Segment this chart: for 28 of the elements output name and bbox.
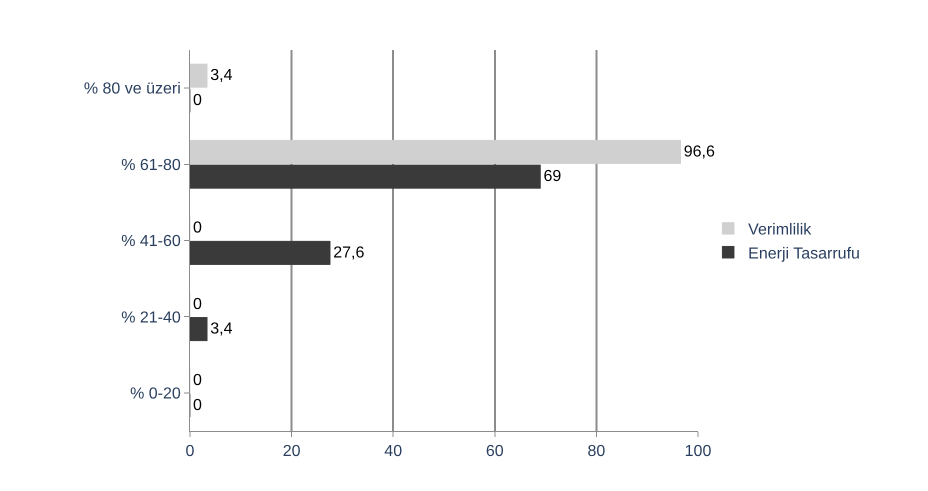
data-label: 3,4 <box>210 67 233 84</box>
bar <box>190 140 681 164</box>
bar <box>190 164 541 189</box>
data-label: 0 <box>193 92 202 109</box>
x-tick-label: 80 <box>588 443 606 460</box>
x-tick-label: 40 <box>384 443 402 460</box>
legend-label: Verimlilik <box>748 222 812 239</box>
y-tick-label: % 80 ve üzeri <box>84 80 181 98</box>
x-tick-label: 0 <box>186 443 195 460</box>
data-label: 96,6 <box>684 143 715 160</box>
data-label: 0 <box>193 220 202 237</box>
data-label: 69 <box>544 168 562 186</box>
y-tick-label: % 41-60 <box>121 233 181 250</box>
y-tick-label: % 61-80 <box>121 156 181 174</box>
y-tick-label: % 21-40 <box>121 309 181 326</box>
x-tick-label: 100 <box>684 443 712 460</box>
data-label: 27,6 <box>333 244 364 262</box>
bar <box>190 240 330 265</box>
data-label: 0 <box>193 296 202 313</box>
x-tick-label: 60 <box>486 443 504 460</box>
bar <box>190 317 208 342</box>
data-label: 0 <box>193 372 202 390</box>
legend-label: Enerji Tasarrufu <box>748 245 860 262</box>
data-label: 0 <box>193 396 202 414</box>
bar <box>190 64 208 88</box>
y-tick-label: % 0-20 <box>130 386 181 402</box>
data-label: 3,4 <box>210 320 233 338</box>
x-tick-label: 20 <box>282 443 301 460</box>
